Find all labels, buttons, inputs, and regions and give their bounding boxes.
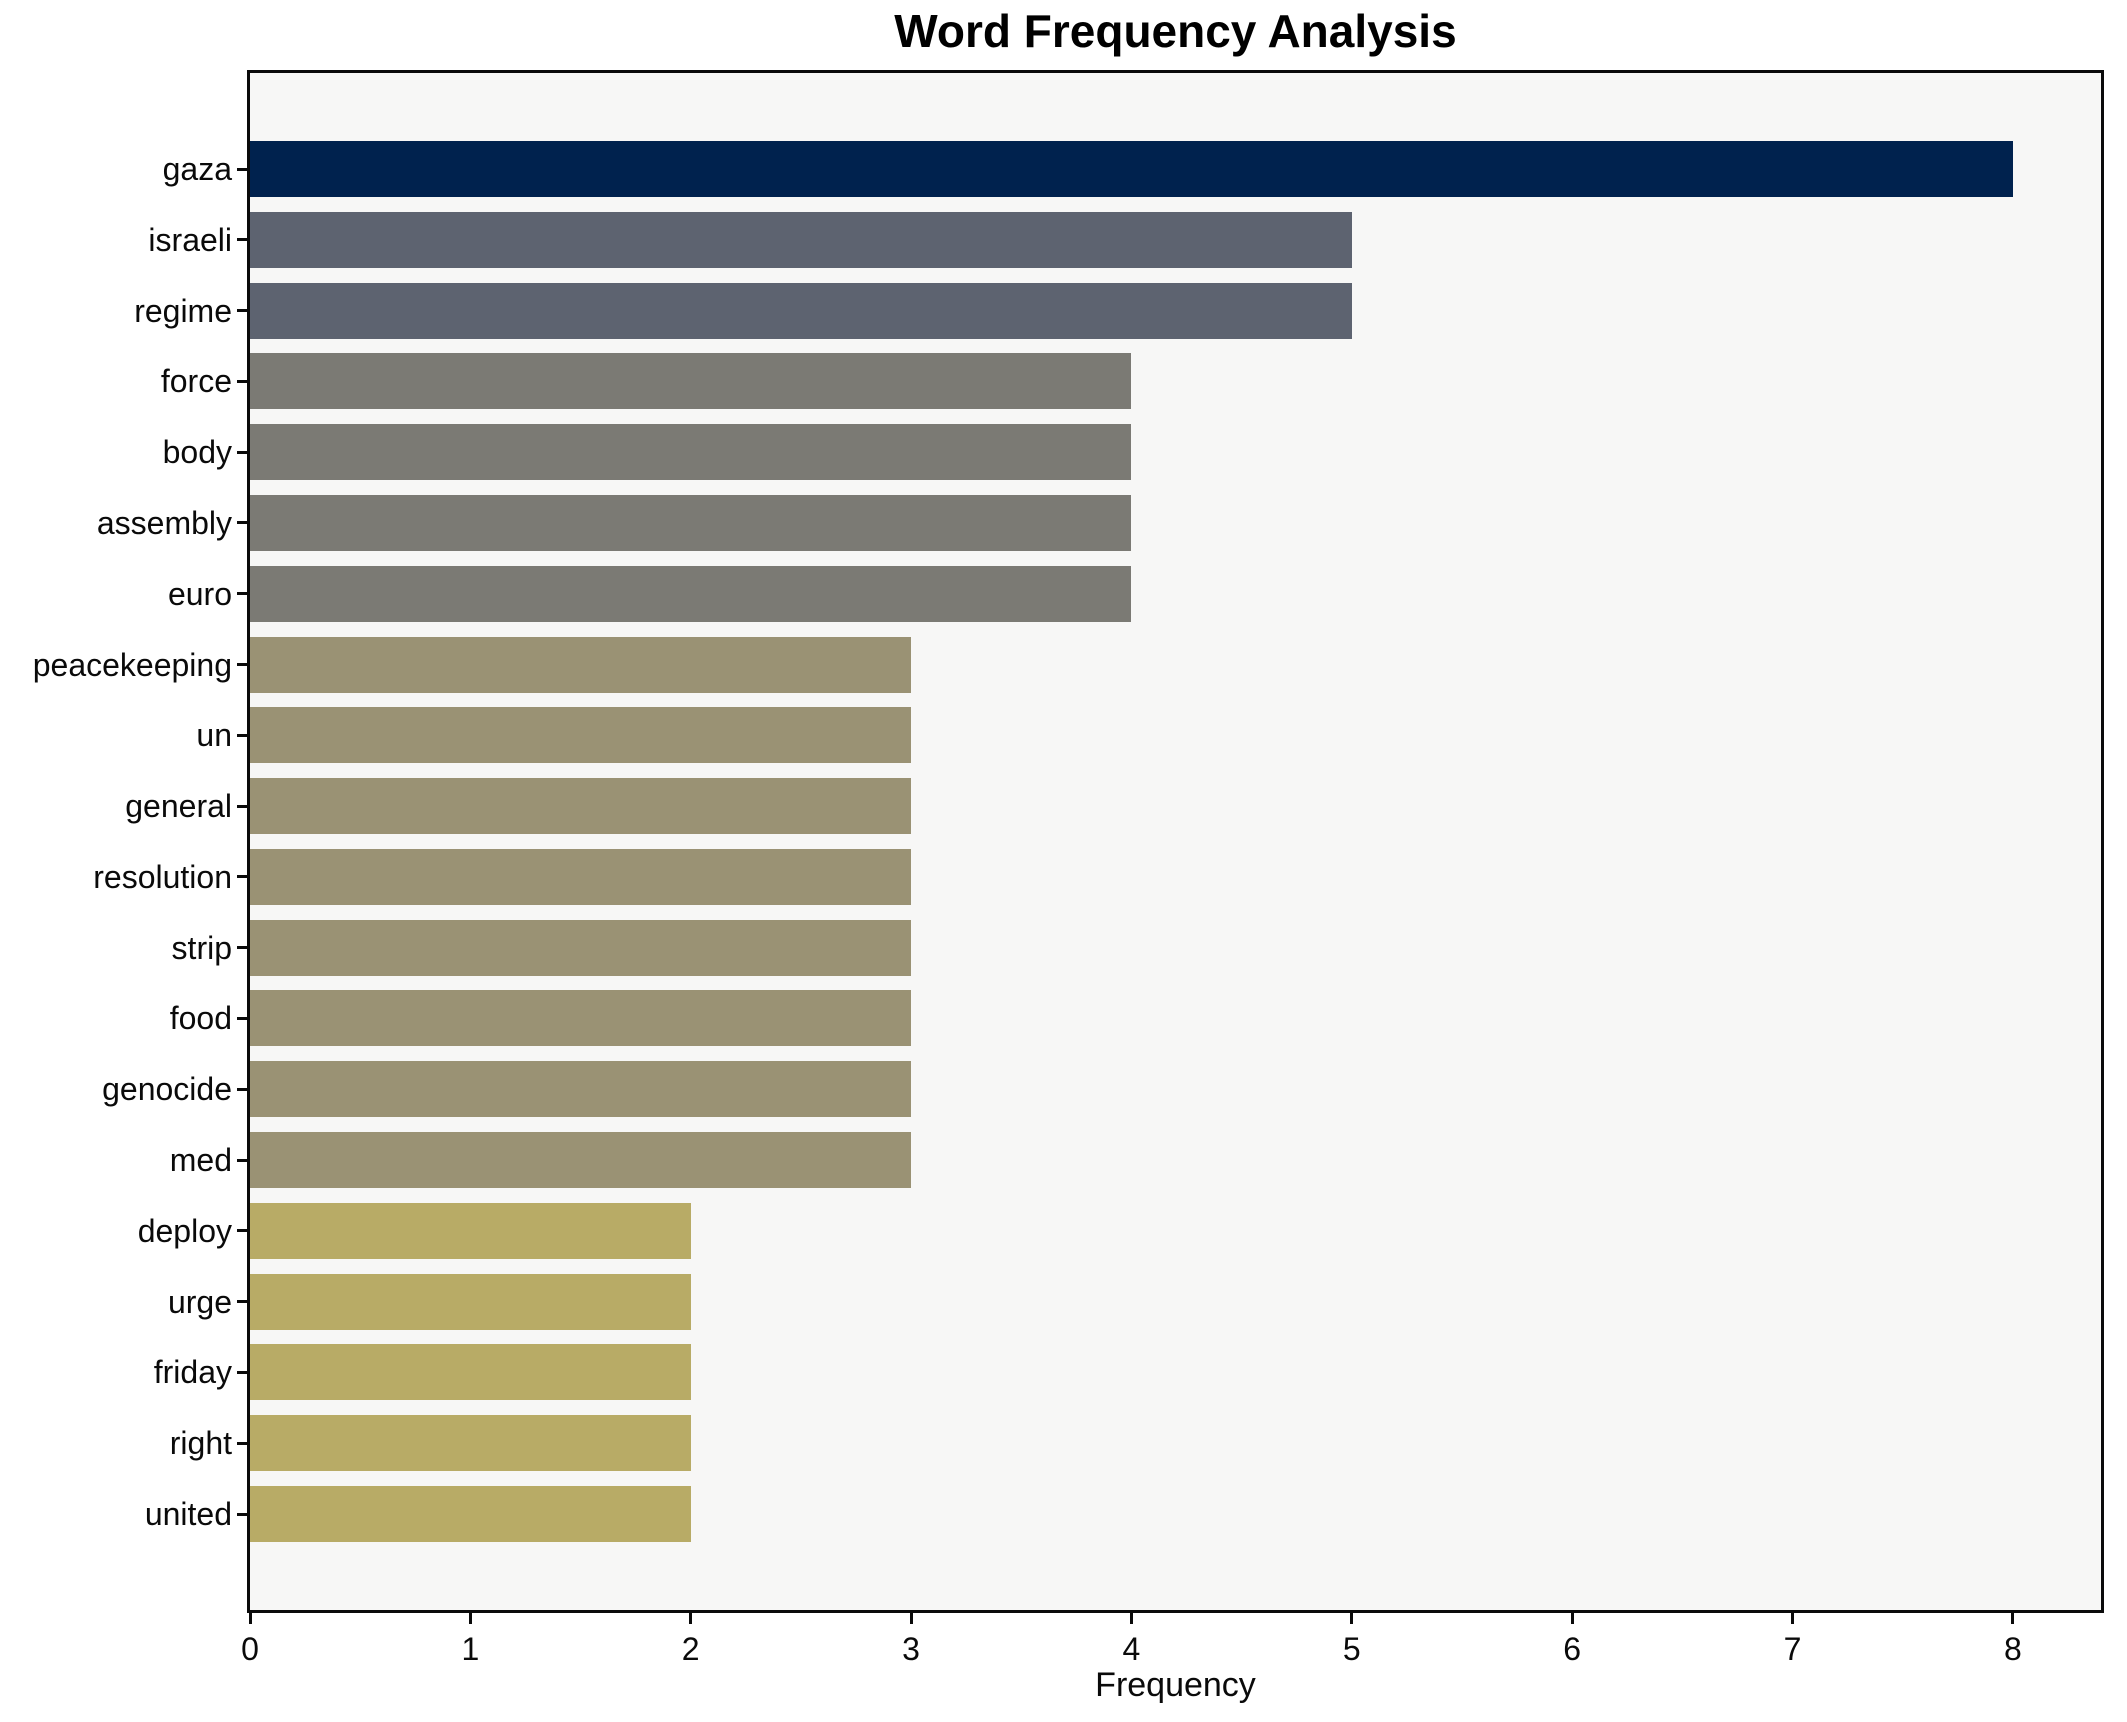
x-tick-mark (468, 1613, 472, 1624)
bar-deploy (250, 1202, 691, 1259)
y-tick-mark (237, 521, 247, 525)
y-tick-label: general (125, 788, 232, 825)
bar-strip (250, 919, 912, 976)
bar-body (250, 424, 1132, 481)
y-tick-label: gaza (162, 151, 232, 187)
y-tick-mark (237, 1300, 247, 1304)
x-tick-mark (248, 1613, 252, 1624)
x-tick-label: 2 (681, 1631, 700, 1667)
y-tick-mark (237, 1087, 247, 1091)
bar-general (250, 778, 912, 835)
y-tick-label: euro (167, 575, 232, 612)
x-tick-mark (1129, 1613, 1133, 1624)
y-tick-mark (237, 1512, 247, 1516)
x-axis-label: Frequency (1095, 1666, 1256, 1704)
y-tick-mark (237, 1229, 247, 1233)
y-tick-label: right (169, 1425, 232, 1462)
bar-genocide (250, 1061, 912, 1118)
bar-med (250, 1132, 912, 1189)
y-tick-mark (237, 238, 247, 242)
x-tick-label: 3 (902, 1631, 920, 1667)
x-tick-mark (689, 1613, 693, 1624)
x-tick-label: 5 (1342, 1631, 1361, 1667)
y-tick-mark (237, 592, 247, 596)
y-tick-label: resolution (93, 858, 232, 895)
y-tick-mark (237, 1370, 247, 1374)
x-tick-mark (909, 1613, 913, 1624)
y-tick-label: assembly (96, 504, 232, 541)
x-tick-label: 7 (1783, 1631, 1802, 1667)
y-tick-mark (237, 804, 247, 808)
bar-united (250, 1486, 691, 1542)
x-tick-label: 0 (241, 1631, 259, 1667)
plot-area (247, 70, 2104, 1613)
y-tick-label: med (169, 1142, 232, 1179)
bar-right (250, 1415, 691, 1472)
y-tick-label: friday (153, 1354, 232, 1391)
y-tick-label: strip (171, 929, 232, 966)
bar-urge (250, 1273, 691, 1330)
bar-food (250, 990, 912, 1047)
bar-force (250, 353, 1132, 410)
bar-regime (250, 282, 1352, 339)
x-tick-mark (1791, 1613, 1794, 1624)
y-tick-label: regime (134, 292, 232, 329)
bar-assembly (250, 494, 1132, 551)
bar-peacekeeping (250, 636, 912, 693)
y-tick-mark (237, 946, 247, 950)
y-tick-label: un (196, 717, 232, 754)
y-tick-label: peacekeeping (32, 646, 232, 683)
y-tick-mark (237, 733, 247, 737)
chart-title: Word Frequency Analysis (894, 5, 1457, 57)
bar-friday (250, 1344, 691, 1401)
y-tick-label: food (169, 1000, 232, 1037)
y-tick-mark (237, 379, 247, 383)
x-tick-mark (1570, 1613, 1574, 1624)
y-tick-mark (237, 167, 247, 171)
y-tick-label: united (144, 1496, 232, 1532)
x-tick-label: 8 (2003, 1631, 2022, 1667)
bar-resolution (250, 848, 912, 905)
y-tick-label: urge (167, 1283, 232, 1320)
y-tick-mark (237, 1016, 247, 1020)
bar-euro (250, 565, 1132, 622)
x-tick-mark (2011, 1613, 2015, 1624)
y-tick-mark (237, 1441, 247, 1445)
y-tick-label: body (162, 434, 232, 471)
y-tick-label: force (160, 363, 232, 400)
y-tick-mark (237, 450, 247, 454)
y-tick-label: genocide (102, 1071, 232, 1108)
y-tick-label: israeli (148, 221, 232, 258)
y-tick-mark (237, 663, 247, 667)
y-tick-mark (237, 875, 247, 879)
x-tick-mark (1350, 1613, 1354, 1624)
x-tick-label: 6 (1563, 1631, 1582, 1667)
y-tick-mark (237, 1158, 247, 1162)
x-tick-label: 4 (1122, 1631, 1141, 1667)
x-tick-label: 1 (461, 1631, 480, 1667)
bar-un (250, 707, 912, 764)
bar-gaza (250, 141, 2013, 197)
bar-israeli (250, 211, 1352, 268)
y-tick-label: deploy (137, 1212, 232, 1249)
y-tick-mark (237, 309, 247, 313)
